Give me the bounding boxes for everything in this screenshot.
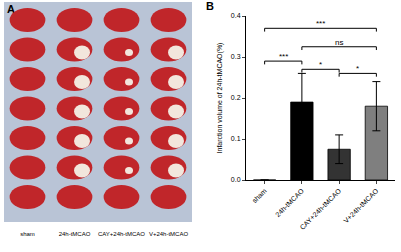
- svg-text:24h-tMCAO: 24h-tMCAO: [59, 231, 91, 237]
- svg-text:0.4: 0.4: [231, 12, 241, 19]
- svg-text:24h-tMCAO: 24h-tMCAO: [274, 187, 305, 218]
- svg-text:A: A: [7, 3, 15, 15]
- svg-text:sham: sham: [251, 187, 268, 204]
- svg-text:V+24h-tMCAO: V+24h-tMCAO: [149, 231, 189, 237]
- svg-text:0.0: 0.0: [231, 176, 241, 183]
- svg-text:*: *: [319, 60, 322, 69]
- svg-text:*: *: [356, 64, 359, 73]
- svg-text:Infarction volume of 24h-tMCAO: Infarction volume of 24h-tMCAO(%): [216, 43, 224, 154]
- svg-text:sham: sham: [20, 231, 35, 237]
- svg-text:CAY+24h-tMCAO: CAY+24h-tMCAO: [98, 231, 145, 237]
- svg-text:CAY+24h-tMCAO: CAY+24h-tMCAO: [299, 187, 343, 231]
- svg-text:***: ***: [316, 19, 325, 28]
- svg-text:0.3: 0.3: [231, 53, 241, 60]
- svg-text:***: ***: [279, 52, 288, 61]
- svg-text:ns: ns: [335, 38, 343, 47]
- svg-text:0.1: 0.1: [231, 135, 241, 142]
- svg-text:V+24h-tMCAO: V+24h-tMCAO: [342, 187, 380, 225]
- svg-text:0.2: 0.2: [231, 94, 241, 101]
- svg-text:B: B: [206, 0, 214, 12]
